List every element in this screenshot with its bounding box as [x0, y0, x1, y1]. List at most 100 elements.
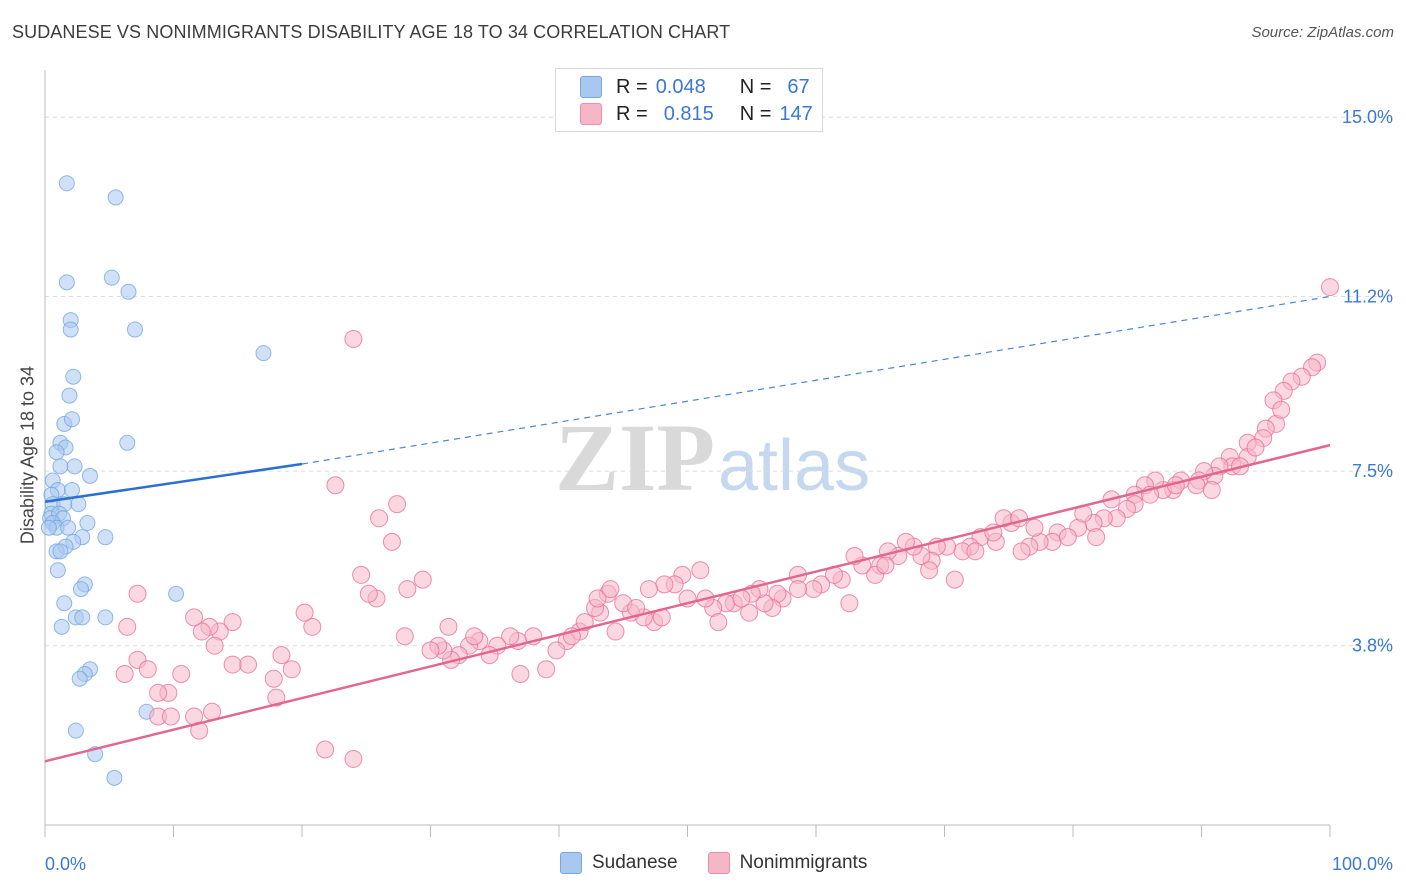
- point-nonimmigrants: [1246, 438, 1265, 457]
- trend-line-sudanese-extension: [301, 295, 1331, 465]
- point-nonimmigrants: [272, 646, 291, 665]
- point-nonimmigrants: [352, 565, 371, 584]
- legend-label-sudanese: Sudanese: [592, 852, 678, 873]
- point-nonimmigrants: [149, 683, 168, 702]
- legend-item-sudanese: Sudanese: [560, 852, 678, 874]
- watermark-zip: ZIP: [555, 404, 715, 511]
- point-sudanese: [106, 769, 123, 786]
- point-nonimmigrants: [709, 613, 728, 632]
- y-tick-label: 11.2%: [1343, 287, 1393, 307]
- point-nonimmigrants: [789, 580, 808, 599]
- point-sudanese: [62, 321, 79, 338]
- point-nonimmigrants: [966, 542, 985, 561]
- point-nonimmigrants: [205, 636, 224, 655]
- chart-title: SUDANESE VS NONIMMIGRANTS DISABILITY AGE…: [12, 22, 731, 42]
- legend-n-label: N =: [739, 75, 772, 98]
- point-sudanese: [120, 283, 137, 300]
- point-nonimmigrants: [223, 655, 242, 674]
- legend-swatch-nonimmigrants: [580, 103, 602, 125]
- point-nonimmigrants: [138, 660, 157, 679]
- point-nonimmigrants: [192, 622, 211, 641]
- point-nonimmigrants: [344, 329, 363, 348]
- point-sudanese: [58, 274, 75, 291]
- legend-r-label: R =: [616, 102, 648, 125]
- point-sudanese: [61, 387, 78, 404]
- point-nonimmigrants: [316, 740, 335, 759]
- point-nonimmigrants: [1202, 480, 1221, 499]
- legend-r-value: 0.815: [663, 102, 714, 125]
- point-nonimmigrants: [840, 594, 859, 613]
- point-sudanese: [65, 368, 82, 385]
- source-label: Source: ZipAtlas.com: [1251, 24, 1394, 41]
- x-tick-label: 0.0%: [45, 854, 86, 874]
- point-sudanese: [72, 581, 89, 598]
- point-nonimmigrants: [606, 622, 625, 641]
- point-sudanese: [49, 562, 66, 579]
- point-sudanese: [97, 609, 114, 626]
- legend-label-nonimmigrants: Nonimmigrants: [739, 852, 868, 873]
- point-nonimmigrants: [1058, 528, 1077, 547]
- point-nonimmigrants: [421, 641, 440, 660]
- x-tick-label: 100.0%: [1332, 854, 1393, 874]
- point-sudanese: [60, 519, 77, 536]
- point-sudanese: [107, 189, 124, 206]
- point-sudanese: [40, 519, 57, 536]
- point-nonimmigrants: [128, 584, 147, 603]
- legend-swatch-sudanese: [560, 852, 582, 874]
- point-sudanese: [71, 670, 88, 687]
- point-sudanese: [52, 458, 69, 475]
- y-tick-label: 7.5%: [1352, 461, 1393, 481]
- point-nonimmigrants: [740, 603, 759, 622]
- point-nonimmigrants: [398, 580, 417, 599]
- point-nonimmigrants: [639, 580, 658, 599]
- legend-r-label: R =: [616, 75, 648, 98]
- point-sudanese: [58, 175, 75, 192]
- point-nonimmigrants: [264, 669, 283, 688]
- point-sudanese: [63, 481, 80, 498]
- point-nonimmigrants: [1012, 542, 1031, 561]
- trend-line-sudanese: [44, 462, 303, 504]
- point-nonimmigrants: [388, 495, 407, 514]
- point-nonimmigrants: [382, 532, 401, 551]
- point-sudanese: [66, 458, 83, 475]
- point-sudanese: [63, 411, 80, 428]
- point-nonimmigrants: [1321, 278, 1339, 297]
- point-nonimmigrants: [547, 641, 566, 660]
- y-axis-label: Disability Age 18 to 34: [17, 365, 38, 545]
- point-nonimmigrants: [945, 570, 964, 589]
- trend-line-nonimmigrants: [44, 443, 1331, 763]
- point-nonimmigrants: [655, 575, 674, 594]
- point-sudanese: [48, 444, 65, 461]
- point-nonimmigrants: [511, 665, 530, 683]
- point-sudanese: [103, 269, 120, 286]
- point-nonimmigrants: [413, 570, 432, 589]
- point-sudanese: [67, 722, 84, 739]
- correlation-legend: R = 0.048 N = 67 R = 0.815 N = 147: [555, 68, 823, 132]
- point-sudanese: [53, 618, 70, 635]
- point-nonimmigrants: [501, 627, 520, 646]
- legend-n-value: 147: [779, 102, 813, 125]
- point-nonimmigrants: [359, 584, 378, 603]
- series-legend: Sudanese Nonimmigrants: [560, 852, 897, 874]
- point-nonimmigrants: [876, 556, 895, 575]
- watermark-atlas: atlas: [718, 426, 870, 506]
- point-nonimmigrants: [804, 580, 823, 599]
- point-nonimmigrants: [601, 580, 620, 599]
- point-nonimmigrants: [370, 509, 389, 528]
- legend-r-value: 0.048: [655, 75, 706, 98]
- point-nonimmigrants: [267, 688, 286, 707]
- point-nonimmigrants: [537, 660, 556, 679]
- point-sudanese: [97, 529, 114, 546]
- point-nonimmigrants: [465, 627, 484, 646]
- point-nonimmigrants: [439, 617, 458, 636]
- point-nonimmigrants: [344, 749, 363, 768]
- legend-n-label: N =: [739, 102, 772, 125]
- point-nonimmigrants: [115, 665, 134, 683]
- point-nonimmigrants: [239, 655, 258, 674]
- point-sudanese: [168, 585, 185, 602]
- point-nonimmigrants: [588, 589, 607, 608]
- point-nonimmigrants: [691, 561, 710, 580]
- point-sudanese: [119, 434, 136, 451]
- legend-n-value: 67: [787, 75, 810, 98]
